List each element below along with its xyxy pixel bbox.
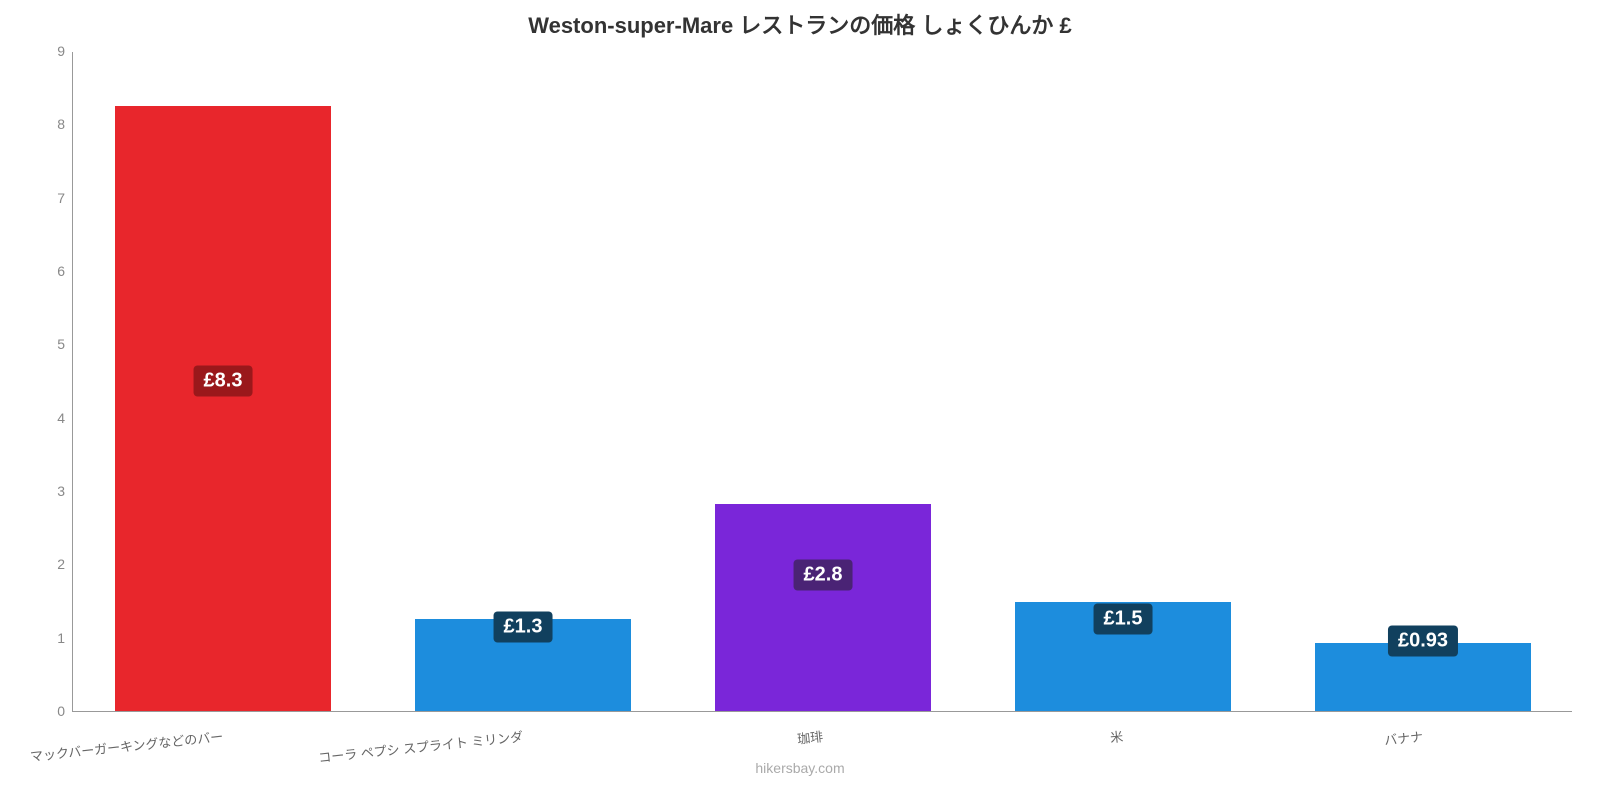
value-label: £8.3 xyxy=(194,366,253,397)
y-tick: 2 xyxy=(35,556,65,572)
chart-footer: hikersbay.com xyxy=(0,760,1600,776)
bar xyxy=(115,106,331,711)
y-tick: 0 xyxy=(35,703,65,719)
chart-title: Weston-super-Mare レストランの価格 しょくひんか £ xyxy=(0,8,1600,40)
y-tick: 6 xyxy=(35,263,65,279)
value-label: £1.5 xyxy=(1094,604,1153,635)
x-tick: 米 xyxy=(1109,726,1124,746)
plot-area: 0123456789£8.3マックバーガーキングなどのバー£1.3コーラ ペプシ… xyxy=(72,52,1572,712)
y-tick: 5 xyxy=(35,336,65,352)
bar xyxy=(715,504,931,711)
value-label: £0.93 xyxy=(1388,626,1458,657)
y-tick: 7 xyxy=(35,190,65,206)
y-tick: 4 xyxy=(35,410,65,426)
y-tick: 3 xyxy=(35,483,65,499)
chart-wrap: Weston-super-Mare レストランの価格 しょくひんか £ 0123… xyxy=(0,0,1600,800)
y-tick: 1 xyxy=(35,630,65,646)
y-tick: 9 xyxy=(35,43,65,59)
value-label: £1.3 xyxy=(494,611,553,642)
x-tick: バナナ xyxy=(1383,726,1424,749)
y-tick: 8 xyxy=(35,116,65,132)
x-tick: 珈琲 xyxy=(796,726,824,748)
value-label: £2.8 xyxy=(794,560,853,591)
